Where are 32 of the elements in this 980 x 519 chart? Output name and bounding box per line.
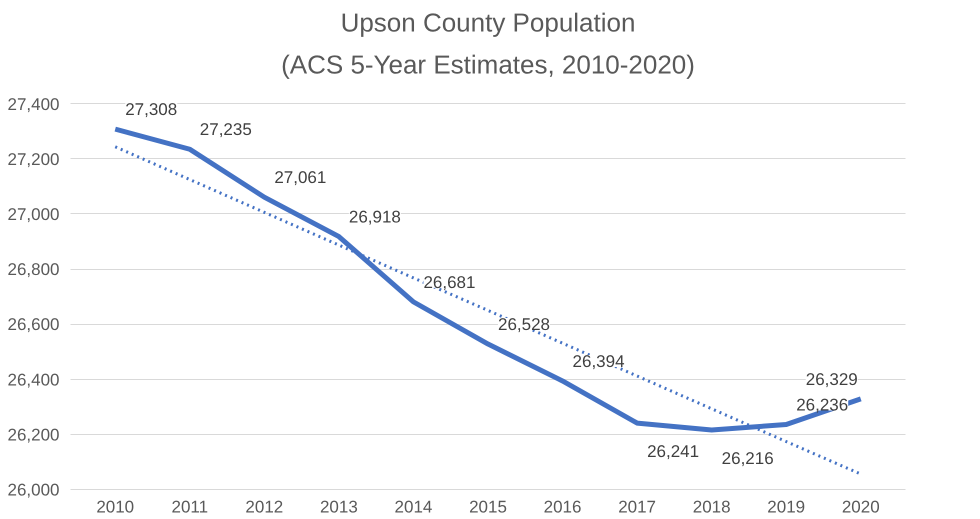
data-label: 27,061 xyxy=(274,168,326,188)
x-tick-label: 2013 xyxy=(320,498,358,516)
y-tick-label: 26,800 xyxy=(8,260,60,280)
chart-title: Upson County Population xyxy=(340,8,636,38)
x-tick-label: 2010 xyxy=(96,498,134,516)
data-label: 26,241 xyxy=(647,442,700,462)
data-label: 26,394 xyxy=(572,352,625,371)
y-tick-label: 27,000 xyxy=(8,204,60,224)
x-tick-label: 2012 xyxy=(245,498,284,516)
data-label: 27,235 xyxy=(200,120,252,140)
data-label: 26,528 xyxy=(498,315,550,334)
y-tick-label: 26,200 xyxy=(8,425,60,444)
x-tick-label: 2018 xyxy=(692,498,731,516)
chart-subtitle: (ACS 5-Year Estimates, 2010-2020) xyxy=(281,50,695,80)
x-tick-label: 2019 xyxy=(767,498,806,516)
data-label: 26,216 xyxy=(722,448,774,468)
y-tick-label: 27,400 xyxy=(8,94,60,114)
x-tick-label: 2020 xyxy=(842,498,880,516)
x-tick-label: 2014 xyxy=(394,498,432,516)
x-tick-label: 2016 xyxy=(544,498,582,516)
x-tick-label: 2017 xyxy=(618,498,656,516)
data-label: 26,918 xyxy=(348,208,401,227)
data-label: 27,308 xyxy=(125,100,178,120)
y-tick-label: 26,000 xyxy=(8,480,60,500)
y-tick-label: 27,200 xyxy=(8,150,60,169)
data-label: 26,329 xyxy=(806,370,858,389)
y-tick-label: 26,400 xyxy=(8,370,60,390)
data-label: 26,236 xyxy=(796,395,848,414)
x-tick-label: 2015 xyxy=(469,498,507,516)
data-label: 26,681 xyxy=(423,272,476,292)
x-tick-label: 2011 xyxy=(172,498,208,516)
y-tick-label: 26,600 xyxy=(8,315,60,334)
